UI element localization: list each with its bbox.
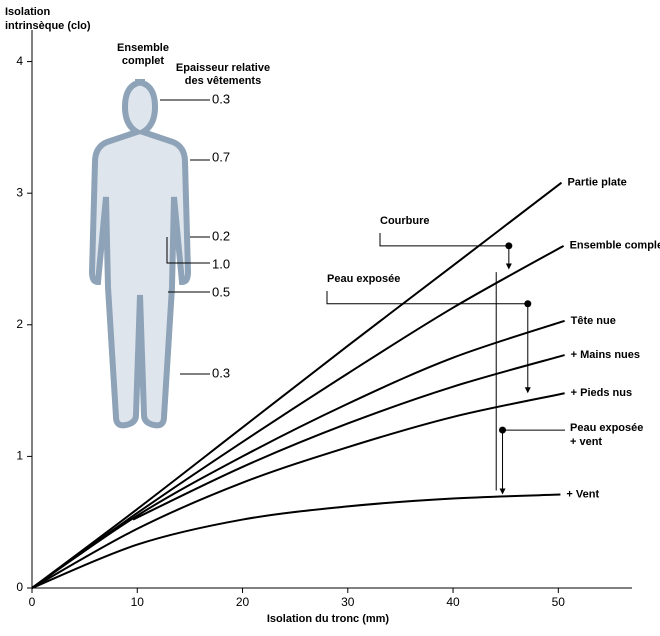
pointer (166, 237, 210, 264)
y-tick-label: 2 (16, 317, 23, 331)
x-tick-label: 50 (552, 595, 566, 609)
arrow-head (499, 488, 506, 495)
inset-subtitle: des vêtements (185, 75, 261, 87)
inset-title: complet (122, 55, 165, 67)
y-tick-label: 3 (16, 185, 23, 199)
thickness-label: 0.5 (212, 284, 230, 299)
y-tick-label: 0 (16, 580, 23, 594)
annotation-leader (379, 233, 509, 247)
series-line (31, 493, 561, 589)
y-tick-label: 1 (16, 449, 23, 463)
series-line (31, 244, 565, 589)
x-tick-label: 30 (341, 595, 355, 609)
series-label: Ensemble complet (570, 240, 660, 252)
thickness-label: 1.0 (212, 256, 230, 271)
x-tick-label: 40 (446, 595, 460, 609)
annotation-leader (326, 291, 528, 305)
annotation-text: Peau exposée (570, 422, 643, 434)
thickness-label: 0.3 (212, 91, 230, 106)
series-label: Partie plate (567, 177, 626, 189)
inset-subtitle: Epaisseur relative (176, 62, 270, 74)
inset-title: Ensemble (117, 42, 169, 54)
series-line (31, 392, 565, 589)
y-axis-label: Isolation (5, 6, 51, 18)
body-outline (88, 79, 192, 429)
thickness-label: 0.7 (212, 149, 230, 164)
x-axis-label: Isolation du tronc (mm) (267, 613, 390, 625)
y-axis-label: intrinsèque (clo) (5, 20, 91, 32)
annotation-text: Courbure (380, 215, 430, 227)
series-line (31, 181, 563, 589)
series-label: + Vent (566, 488, 599, 500)
x-tick-label: 0 (29, 595, 36, 609)
series-label: + Pieds nus (571, 387, 632, 399)
x-tick-label: 20 (236, 595, 250, 609)
annotation-text: Peau exposée (327, 273, 400, 285)
series-label: Tête nue (571, 315, 616, 327)
y-tick-label: 4 (16, 54, 23, 68)
series-label: + Mains nues (571, 349, 640, 361)
series-line (132, 354, 565, 521)
thickness-label: 0.3 (212, 365, 230, 380)
arrow-head (524, 387, 531, 394)
annotation-text: + vent (570, 436, 602, 448)
arrow-head (505, 263, 512, 270)
body-figure (88, 79, 210, 429)
thickness-label: 0.2 (212, 228, 230, 243)
x-tick-label: 10 (131, 595, 145, 609)
series-line (31, 319, 565, 589)
